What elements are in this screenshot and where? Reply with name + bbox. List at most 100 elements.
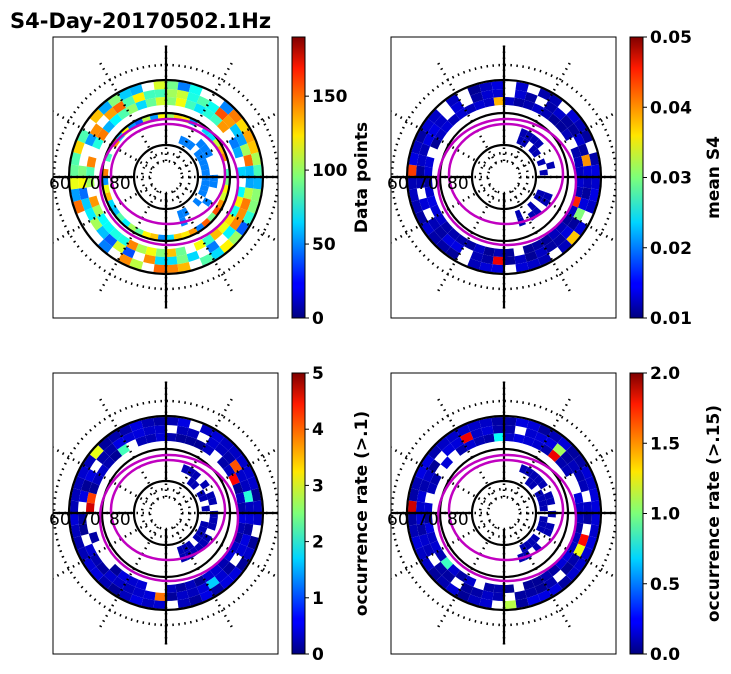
data-bin (589, 188, 600, 202)
colorbar-label: mean S4 (704, 136, 724, 219)
data-bin (205, 491, 216, 500)
data-bin (251, 488, 262, 502)
data-bin (70, 500, 79, 513)
polar-plot (391, 42, 616, 312)
data-bin (253, 177, 262, 190)
data-bin (524, 466, 534, 477)
data-bin (547, 227, 561, 241)
data-bin (416, 490, 427, 503)
data-bin (427, 109, 442, 124)
data-bin (552, 233, 567, 247)
data-bin (166, 584, 177, 593)
data-bin (70, 152, 81, 166)
data-bin (181, 464, 191, 474)
data-bin (201, 180, 210, 187)
data-bin (245, 501, 254, 513)
data-bin (202, 533, 213, 543)
colorbar-tick-label: 4 (312, 420, 324, 440)
data-bin (537, 424, 552, 437)
data-bin (536, 494, 546, 503)
latitude-label: 80 (447, 510, 469, 530)
data-bin (176, 590, 189, 601)
data-bin (408, 488, 419, 502)
data-bin (528, 480, 538, 490)
data-bin (118, 253, 133, 266)
data-bin (566, 230, 581, 245)
dotted-latitude-circle (148, 159, 184, 195)
data-bin (112, 436, 126, 450)
data-bin (198, 158, 208, 167)
data-bin (585, 199, 597, 214)
data-bin (70, 488, 81, 502)
data-bin (526, 594, 541, 606)
data-bin (106, 199, 116, 209)
data-bin (216, 556, 230, 570)
auroral-oval-outer (436, 453, 578, 583)
data-bin (424, 177, 433, 188)
data-bin (126, 575, 139, 587)
data-bin (567, 123, 581, 137)
data-bin (242, 465, 255, 480)
data-bin (522, 99, 535, 111)
data-bin (589, 524, 600, 538)
data-bin (581, 187, 592, 200)
data-bin (524, 476, 534, 487)
data-bin (450, 100, 464, 114)
data-bin (243, 523, 254, 536)
data-bin (418, 533, 431, 547)
data-bin (415, 546, 428, 561)
auroral-oval-inner (109, 122, 227, 226)
data-bin (513, 433, 525, 444)
data-bin (239, 143, 252, 157)
data-bin (153, 264, 166, 273)
data-bin (129, 420, 144, 432)
data-bin (86, 492, 97, 504)
data-bin (132, 427, 146, 440)
data-bin (228, 445, 243, 460)
data-bin (504, 425, 516, 434)
data-bin (155, 248, 166, 257)
data-bin (185, 540, 195, 551)
data-bin (481, 89, 494, 100)
data-bin (73, 535, 85, 550)
data-bin (176, 545, 185, 555)
data-bin (88, 531, 100, 544)
data-bin (526, 420, 541, 432)
data-bin (239, 197, 252, 211)
data-bin (492, 256, 504, 265)
axes-frame (52, 36, 279, 319)
data-bin (554, 456, 568, 470)
data-bin (210, 246, 225, 261)
data-bin (219, 239, 234, 254)
data-bin (70, 188, 81, 202)
data-bin (430, 473, 442, 486)
data-bin (575, 513, 584, 524)
data-bin (154, 425, 166, 434)
data-bin (408, 164, 417, 177)
data-bin (513, 97, 525, 108)
data-bin (416, 154, 427, 167)
data-bin (166, 592, 178, 601)
data-bin (89, 109, 104, 124)
data-bin (209, 174, 218, 182)
data-bin (209, 510, 218, 518)
data-bin (560, 450, 574, 465)
data-bin (566, 566, 581, 581)
data-bin (237, 502, 246, 513)
data-bin (491, 417, 504, 426)
data-bin (188, 227, 198, 237)
data-bin (242, 129, 255, 144)
data-bin (253, 500, 263, 513)
data-bin (566, 109, 581, 124)
data-bin (166, 256, 178, 265)
data-bin (239, 533, 252, 547)
data-bin (416, 523, 427, 536)
data-bin (186, 250, 200, 263)
data-bin (166, 81, 179, 90)
data-bin (235, 557, 250, 572)
data-bin (544, 100, 558, 114)
data-bin (522, 579, 535, 591)
data-bin (247, 140, 259, 155)
data-bin (411, 140, 423, 155)
data-bin (109, 227, 123, 241)
